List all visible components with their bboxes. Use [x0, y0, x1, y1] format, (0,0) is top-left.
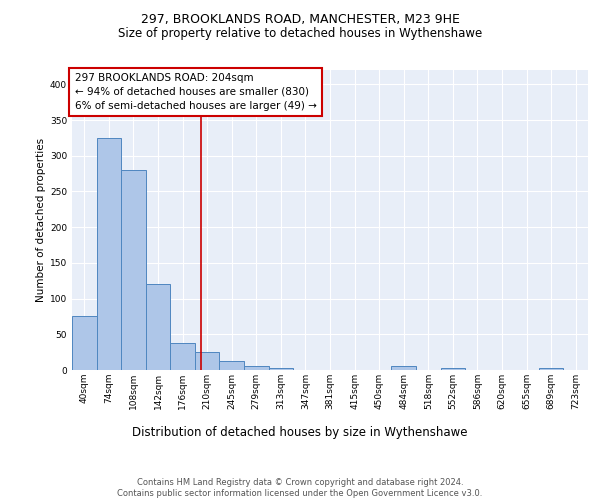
- Bar: [121, 170, 146, 370]
- Bar: [170, 343, 195, 370]
- Bar: [539, 368, 563, 370]
- Text: 297 BROOKLANDS ROAD: 204sqm
← 94% of detached houses are smaller (830)
6% of sem: 297 BROOKLANDS ROAD: 204sqm ← 94% of det…: [74, 73, 316, 111]
- Text: Distribution of detached houses by size in Wythenshawe: Distribution of detached houses by size …: [132, 426, 468, 439]
- Bar: [146, 284, 170, 370]
- Y-axis label: Number of detached properties: Number of detached properties: [36, 138, 46, 302]
- Bar: [220, 360, 244, 370]
- Bar: [391, 366, 416, 370]
- Text: Contains HM Land Registry data © Crown copyright and database right 2024.
Contai: Contains HM Land Registry data © Crown c…: [118, 478, 482, 498]
- Text: Size of property relative to detached houses in Wythenshawe: Size of property relative to detached ho…: [118, 28, 482, 40]
- Bar: [97, 138, 121, 370]
- Bar: [244, 366, 269, 370]
- Bar: [72, 316, 97, 370]
- Text: 297, BROOKLANDS ROAD, MANCHESTER, M23 9HE: 297, BROOKLANDS ROAD, MANCHESTER, M23 9H…: [140, 12, 460, 26]
- Bar: [440, 368, 465, 370]
- Bar: [269, 368, 293, 370]
- Bar: [195, 352, 220, 370]
